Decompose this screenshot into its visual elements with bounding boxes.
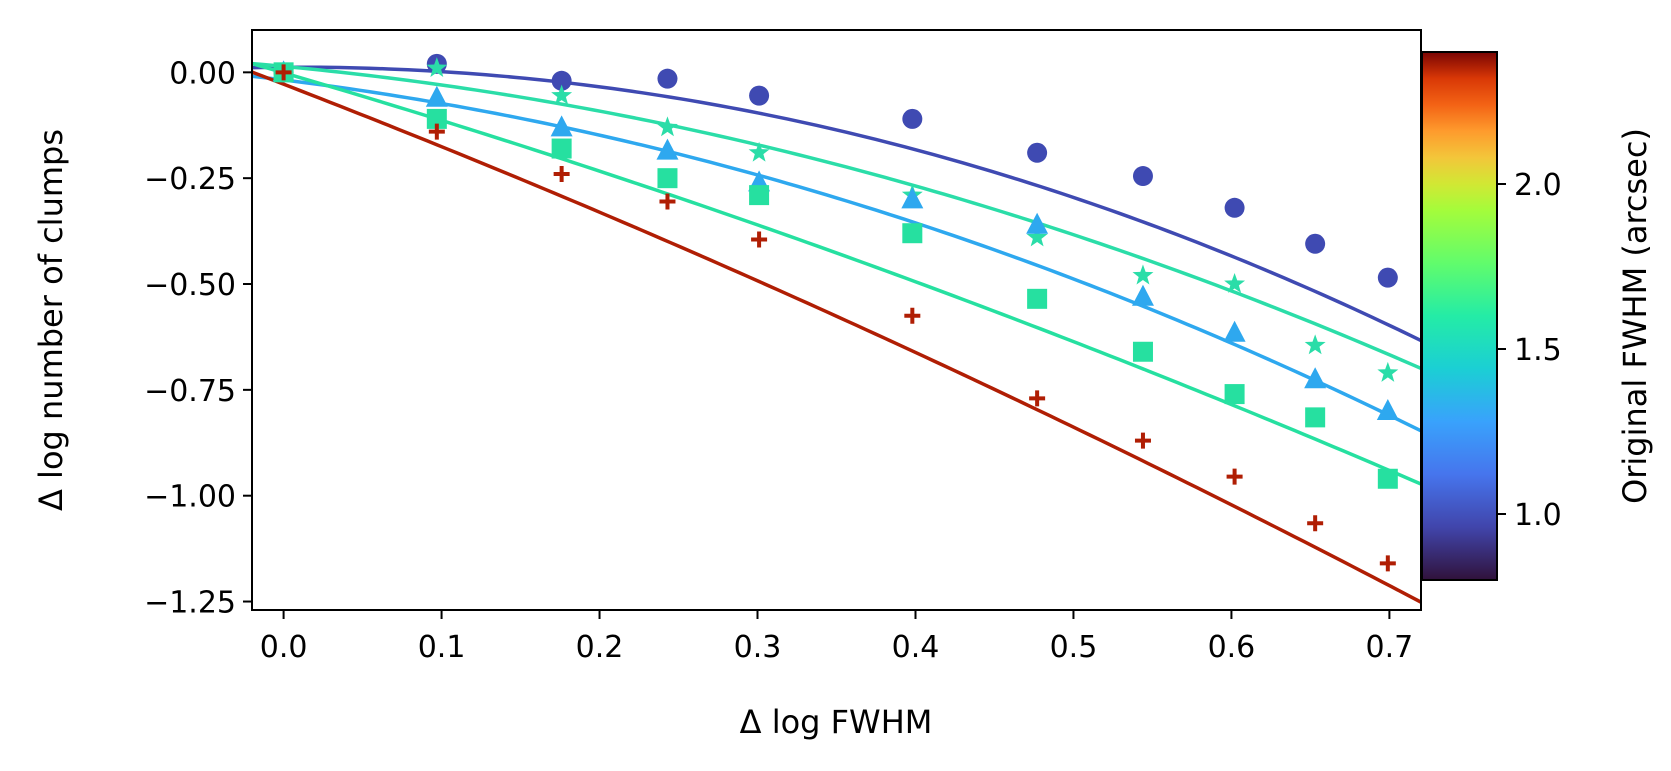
y-axis-ticks: 0.00 −0.25 −0.50 −0.75 −1.00 −1.25 [144, 56, 252, 621]
point-square [902, 223, 923, 244]
point-circle [1305, 233, 1326, 254]
point-plus [1029, 390, 1046, 407]
point-plus [1134, 432, 1151, 449]
x-tick-label: 0.2 [576, 630, 624, 665]
colorbar-tick-label: 2.0 [1514, 168, 1562, 203]
point-square [1377, 468, 1398, 489]
point-plus [904, 307, 921, 324]
fit-line-plus [252, 70, 1421, 604]
point-circle [749, 85, 770, 106]
point-star [1132, 264, 1154, 285]
fit-line-star [252, 61, 1421, 371]
x-tick-label: 0.4 [892, 630, 940, 665]
point-star [657, 116, 678, 137]
point-square [426, 108, 447, 129]
point-square [1132, 341, 1153, 362]
point-plus [1226, 468, 1243, 485]
point-star [551, 84, 573, 105]
x-tick-label: 0.1 [418, 630, 466, 665]
fit-line-circle [252, 65, 1421, 343]
point-triangle [1304, 367, 1327, 389]
colorbar-tick-label: 1.0 [1514, 498, 1562, 533]
point-circle [1027, 142, 1048, 163]
point-star [1026, 226, 1048, 247]
point-star [1304, 334, 1326, 355]
point-square [657, 168, 678, 189]
colorbar-label: Original FWHM (arcsec) [1616, 128, 1654, 504]
point-square [551, 138, 572, 159]
x-tick-label: 0.6 [1208, 630, 1256, 665]
point-star [748, 141, 770, 162]
data-markers [272, 53, 1399, 572]
point-circle [902, 108, 923, 129]
point-triangle [656, 138, 679, 160]
point-square [1224, 384, 1245, 405]
point-triangle [1376, 399, 1399, 421]
colorbar [1421, 51, 1498, 581]
point-plus [751, 231, 768, 248]
point-plus [275, 64, 292, 81]
colorbar-ticks: 1.0 1.5 2.0 [1497, 168, 1562, 533]
point-circle [657, 68, 678, 89]
point-plus [428, 123, 445, 140]
point-triangle [425, 85, 448, 107]
point-plus [1307, 515, 1324, 532]
y-axis-label: Δ log number of clumps [32, 129, 70, 511]
point-square [1027, 288, 1048, 309]
point-star [1377, 361, 1399, 382]
point-square [1305, 407, 1326, 428]
point-circle [1224, 197, 1245, 218]
point-star [1224, 273, 1246, 293]
x-tick-label: 0.0 [260, 630, 308, 665]
y-tick-label: −0.75 [144, 374, 236, 409]
x-tick-label: 0.7 [1366, 630, 1414, 665]
point-plus [1379, 555, 1396, 572]
point-triangle [1131, 284, 1154, 306]
y-tick-label: −1.25 [144, 586, 236, 621]
x-axis-ticks: 0.0 0.1 0.2 0.3 0.4 0.5 0.6 0.7 [260, 610, 1414, 665]
y-tick-label: −0.25 [144, 162, 236, 197]
x-tick-label: 0.3 [734, 630, 782, 665]
point-triangle [1223, 320, 1246, 342]
x-axis-label: Δ log FWHM [740, 703, 933, 741]
y-tick-label: −0.50 [144, 268, 236, 303]
point-circle [551, 70, 572, 91]
point-triangle [901, 187, 924, 209]
point-plus [659, 193, 676, 210]
y-tick-label: −1.00 [144, 480, 236, 515]
point-plus [553, 165, 570, 182]
y-tick-label: 0.00 [169, 56, 236, 91]
point-triangle [550, 115, 573, 137]
point-circle [1377, 267, 1398, 288]
point-square [749, 185, 770, 206]
colorbar-tick-label: 1.5 [1514, 333, 1562, 368]
x-tick-label: 0.5 [1050, 630, 1098, 665]
point-star [426, 57, 448, 77]
point-triangle [1026, 212, 1049, 234]
fit-curves [252, 61, 1421, 604]
point-circle [1132, 166, 1153, 187]
